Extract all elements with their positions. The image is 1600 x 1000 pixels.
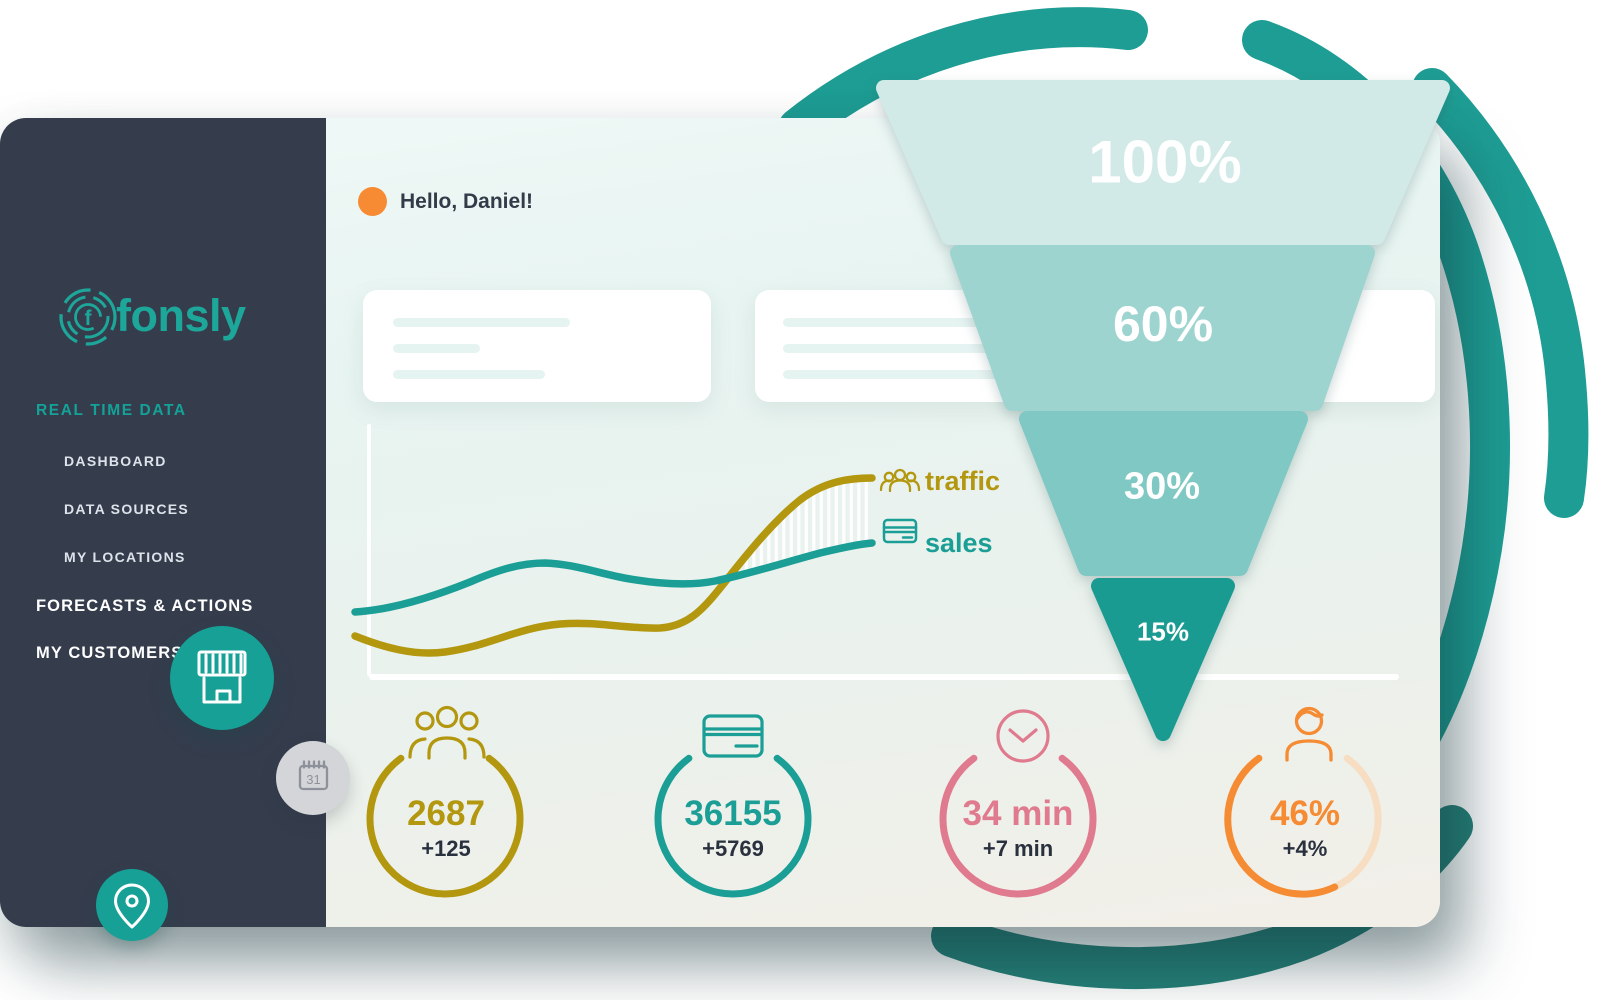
sidebar: f fonsly REAL TIME DATA DASHBOARD DATA S…	[0, 118, 326, 927]
kpi-delta-traffic: +125	[421, 836, 471, 861]
arc-outer-right	[1412, 68, 1589, 518]
sales-legend-label: sales	[925, 528, 993, 558]
funnel-label-30: 30%	[1123, 465, 1201, 508]
location-pin-icon	[114, 883, 150, 929]
kpi-delta-time: +7 min	[982, 836, 1054, 861]
sidebar-item-forecasts-actions[interactable]: FORECASTS & ACTIONS	[36, 597, 254, 615]
skeleton-line	[783, 370, 1200, 379]
storefront-icon	[197, 650, 247, 704]
store-button[interactable]	[170, 626, 274, 730]
skeleton-line	[783, 344, 1100, 353]
kpi-delta-conversion: +4%	[1282, 836, 1328, 861]
kpi-value-traffic: 2687	[407, 794, 485, 833]
summary-card-2	[755, 290, 1435, 402]
kpi-delta-sales: +5769	[702, 836, 764, 861]
svg-text:f: f	[85, 307, 93, 330]
funnel-label-100: 100%	[1088, 128, 1242, 196]
location-button[interactable]	[96, 869, 168, 941]
sidebar-section-real-time-data: REAL TIME DATA	[36, 402, 187, 419]
calendar-day: 31	[306, 772, 320, 787]
kpi-value-sales: 36155	[684, 794, 782, 833]
sidebar-item-dashboard[interactable]: DASHBOARD	[64, 453, 167, 469]
sidebar-item-my-customers[interactable]: MY CUSTOMERS	[36, 644, 184, 662]
funnel-label-15: 15%	[1136, 616, 1190, 647]
sidebar-item-my-locations[interactable]: MY LOCATIONS	[64, 549, 186, 565]
skeleton-line	[393, 370, 545, 379]
arc-top-left	[778, 7, 1148, 148]
kpi-value-time: 34 min	[962, 794, 1074, 833]
calendar-button[interactable]: 31	[276, 741, 350, 815]
kpi-value-conversion: 46%	[1269, 794, 1341, 833]
summary-card-1	[363, 290, 711, 402]
skeleton-line	[393, 344, 480, 353]
calendar-icon: 31	[298, 760, 329, 791]
traffic-legend-label: traffic	[925, 466, 1001, 496]
sidebar-item-data-sources[interactable]: DATA SOURCES	[64, 501, 190, 517]
brand-name: fonsly	[116, 290, 246, 341]
funnel-label-60: 60%	[1112, 296, 1214, 352]
avatar	[358, 187, 387, 216]
skeleton-line	[393, 318, 570, 327]
fonsly-logo-icon: f	[59, 288, 117, 346]
greeting-text: Hello, Daniel!	[400, 190, 534, 213]
